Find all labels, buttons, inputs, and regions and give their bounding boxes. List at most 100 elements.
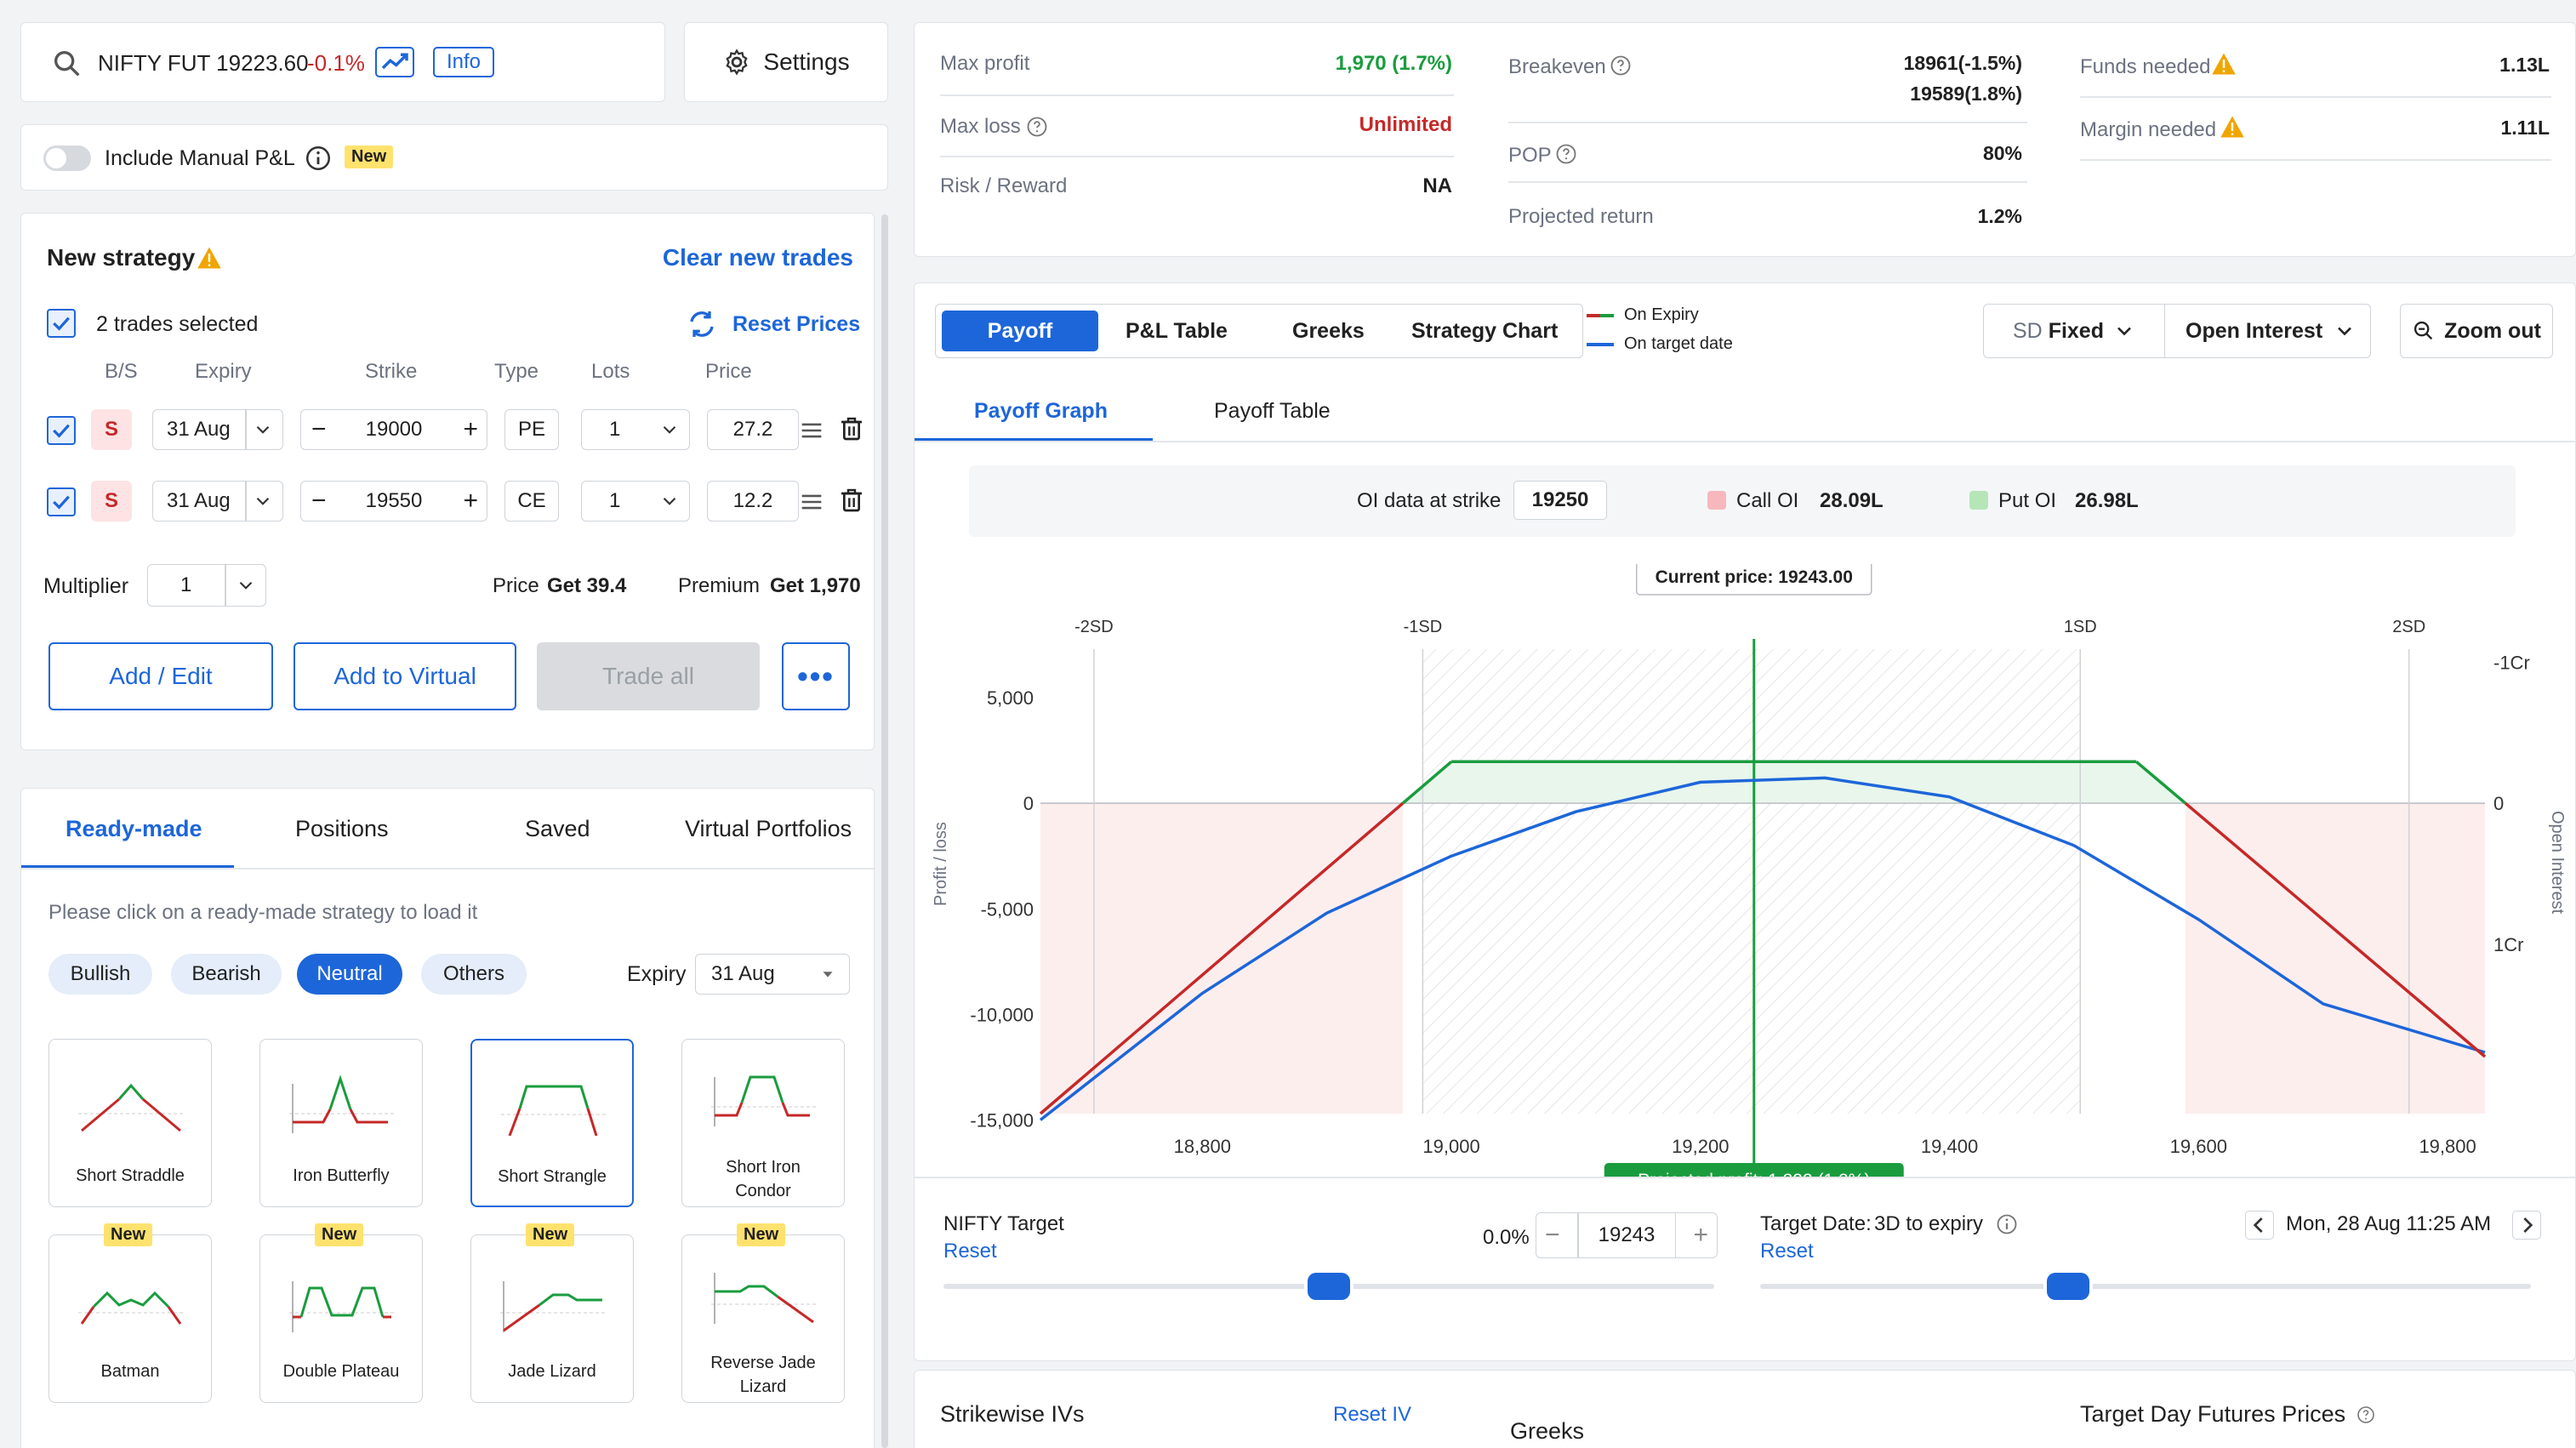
manual-pl-toggle[interactable] bbox=[43, 145, 91, 171]
payoff-chart[interactable]: -2SD -1SD 1SD 2SD 18,800 19,000 19,200 19,400 19… bbox=[915, 564, 2576, 1177]
trash-icon[interactable] bbox=[838, 486, 865, 515]
help-icon[interactable] bbox=[1025, 115, 1049, 139]
strategy-card-short-strangle[interactable]: Short Strangle bbox=[470, 1039, 634, 1207]
minus-icon[interactable]: − bbox=[311, 415, 327, 443]
strike-stepper[interactable]: − 19550 + bbox=[300, 481, 487, 522]
plus-icon[interactable]: + bbox=[1693, 1221, 1708, 1249]
expiry-value: 31 Aug bbox=[167, 489, 231, 512]
on-expiry-line-segment bbox=[1039, 801, 1405, 1115]
strategy-card-jade-lizard[interactable]: New Jade Lizard bbox=[470, 1223, 634, 1403]
oi-strike-value[interactable]: 19250 bbox=[1513, 481, 1607, 520]
settings-button[interactable]: Settings bbox=[684, 22, 888, 102]
refresh-icon[interactable] bbox=[687, 309, 717, 339]
zoom-out-button[interactable]: Zoom out bbox=[2400, 304, 2553, 358]
help-icon[interactable] bbox=[2356, 1405, 2376, 1425]
short-iron-condor-payoff-icon bbox=[711, 1075, 817, 1126]
help-icon[interactable] bbox=[1609, 54, 1633, 77]
tab-pl-table[interactable]: P&L Table bbox=[1126, 319, 1228, 343]
nifty-target-slider-thumb[interactable] bbox=[1308, 1273, 1350, 1300]
add-to-virtual-button[interactable]: Add to Virtual bbox=[294, 642, 516, 710]
batman-payoff-icon bbox=[78, 1291, 184, 1325]
plus-icon[interactable]: + bbox=[463, 415, 478, 443]
lots-select[interactable]: 1 bbox=[581, 481, 690, 522]
help-icon[interactable] bbox=[1554, 142, 1578, 166]
plus-icon[interactable]: + bbox=[463, 487, 478, 515]
expiry-select[interactable]: 31 Aug bbox=[152, 481, 283, 522]
target-date-value: Mon, 28 Aug 11:25 AM bbox=[2286, 1212, 2492, 1235]
filter-neutral[interactable]: Neutral bbox=[297, 954, 402, 995]
tab-saved[interactable]: Saved bbox=[525, 816, 590, 841]
info-icon[interactable] bbox=[1995, 1212, 2019, 1236]
nifty-target-reset[interactable]: Reset bbox=[943, 1240, 997, 1263]
add-edit-button[interactable]: Add / Edit bbox=[48, 642, 273, 710]
tab-ready-made[interactable]: Ready-made bbox=[66, 816, 202, 841]
filter-bearish[interactable]: Bearish bbox=[171, 954, 282, 995]
minus-icon[interactable]: − bbox=[1545, 1221, 1560, 1249]
lots-select[interactable]: 1 bbox=[581, 409, 690, 450]
target-date-slider-thumb[interactable] bbox=[2047, 1273, 2090, 1300]
tab-positions[interactable]: Positions bbox=[295, 816, 389, 841]
nifty-target-value[interactable]: 19243 bbox=[1598, 1223, 1656, 1246]
next-date-button[interactable] bbox=[2512, 1211, 2541, 1240]
library-expiry-select[interactable]: 31 Aug bbox=[695, 954, 850, 995]
info-icon[interactable] bbox=[304, 144, 333, 173]
strategy-card-short-straddle[interactable]: Short Straddle bbox=[48, 1039, 212, 1207]
price-input[interactable]: 12.2 bbox=[707, 481, 799, 522]
max-profit-value: 1,970 (1.7%) bbox=[1335, 52, 1452, 75]
strike-value[interactable]: 19550 bbox=[365, 489, 423, 512]
trade-checkbox[interactable] bbox=[47, 487, 76, 516]
reset-prices-link[interactable]: Reset Prices bbox=[732, 312, 861, 336]
tab-greeks[interactable]: Greeks bbox=[1292, 319, 1365, 343]
more-options-button[interactable]: ••• bbox=[782, 642, 850, 710]
drag-handle-icon[interactable] bbox=[797, 418, 826, 443]
strategy-card-iron-butterfly[interactable]: Iron Butterfly bbox=[259, 1039, 423, 1207]
prev-date-button[interactable] bbox=[2245, 1211, 2274, 1240]
strike-value[interactable]: 19000 bbox=[365, 418, 423, 441]
funds-needed-label: Funds needed bbox=[2080, 55, 2211, 78]
side-badge[interactable]: S bbox=[91, 481, 132, 522]
minus-icon[interactable]: − bbox=[311, 487, 327, 515]
drag-handle-icon[interactable] bbox=[797, 489, 826, 515]
subtab-divider bbox=[915, 441, 2576, 442]
target-date-slider[interactable] bbox=[1760, 1273, 2531, 1300]
open-interest-select[interactable]: Open Interest bbox=[2165, 304, 2371, 358]
trade-checkbox[interactable] bbox=[47, 416, 76, 445]
nifty-target-stepper[interactable]: − 19243 + bbox=[1536, 1212, 1718, 1258]
price-input[interactable]: 27.2 bbox=[707, 409, 799, 450]
tab-strategy-chart[interactable]: Strategy Chart bbox=[1411, 319, 1559, 343]
subtab-payoff-graph[interactable]: Payoff Graph bbox=[974, 399, 1108, 423]
filter-bullish[interactable]: Bullish bbox=[48, 954, 152, 995]
multiplier-select[interactable]: 1 bbox=[147, 564, 266, 607]
side-badge[interactable]: S bbox=[91, 409, 132, 450]
strategy-card-batman[interactable]: New Batman bbox=[48, 1223, 212, 1403]
y-tick-label: -15,000 bbox=[970, 1109, 1034, 1131]
put-oi-value: 26.98L bbox=[2075, 489, 2139, 512]
trash-icon[interactable] bbox=[838, 414, 865, 443]
nifty-target-slider[interactable] bbox=[943, 1273, 1714, 1300]
strategy-card-short-iron-condor[interactable]: Short Iron Condor bbox=[681, 1039, 845, 1207]
on-target-date-line bbox=[1039, 776, 2486, 1121]
strike-stepper[interactable]: − 19000 + bbox=[300, 409, 487, 450]
open-interest-label: Open Interest bbox=[2186, 318, 2323, 343]
clear-new-trades-link[interactable]: Clear new trades bbox=[662, 244, 853, 271]
sd-select[interactable]: SD Fixed bbox=[1983, 304, 2165, 358]
filter-others[interactable]: Others bbox=[421, 954, 527, 995]
select-all-checkbox[interactable] bbox=[47, 309, 76, 338]
target-date-reset[interactable]: Reset bbox=[1760, 1240, 1814, 1263]
reset-iv-link[interactable]: Reset IV bbox=[1333, 1403, 1412, 1426]
info-button[interactable]: Info bbox=[433, 47, 494, 77]
strategy-card-double-plateau[interactable]: New Double Plateau bbox=[259, 1223, 423, 1403]
short-straddle-payoff-icon bbox=[78, 1083, 184, 1132]
strategy-card-label: Jade Lizard bbox=[508, 1362, 596, 1381]
multiplier-label: Multiplier bbox=[43, 574, 129, 598]
trade-all-button[interactable]: Trade all bbox=[537, 642, 760, 710]
subtab-payoff-table[interactable]: Payoff Table bbox=[1214, 399, 1331, 423]
expiry-select[interactable]: 31 Aug bbox=[152, 409, 283, 450]
tab-payoff[interactable]: Payoff bbox=[942, 311, 1098, 351]
double-plateau-payoff-icon bbox=[289, 1281, 395, 1332]
left-panel-scrollbar[interactable] bbox=[881, 214, 888, 1448]
strategy-card-reverse-jade-lizard[interactable]: New Reverse Jade Lizard bbox=[681, 1223, 845, 1403]
chevron-down-icon bbox=[2338, 327, 2352, 336]
chart-trend-button[interactable] bbox=[375, 47, 414, 77]
tab-virtual-portfolios[interactable]: Virtual Portfolios bbox=[685, 816, 852, 841]
